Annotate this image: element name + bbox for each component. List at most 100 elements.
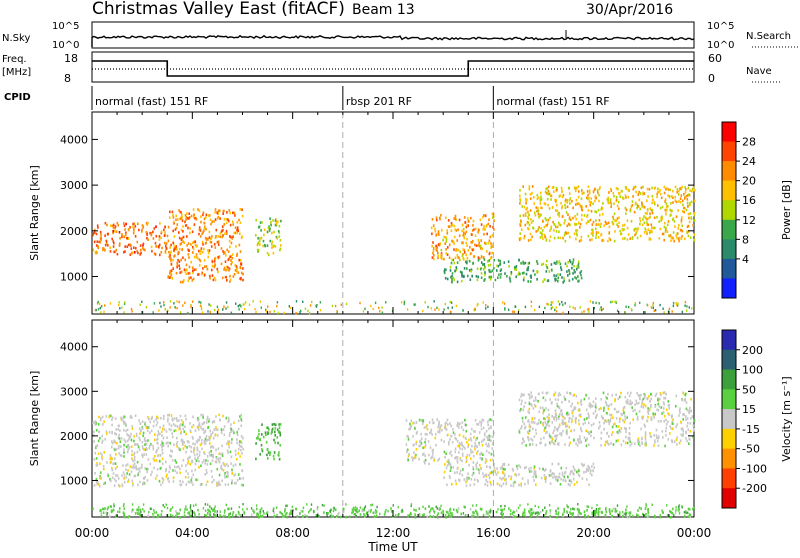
power-panel-echo-cell xyxy=(205,265,208,268)
velocity-panel-echo-cell xyxy=(136,450,139,454)
velocity-panel-echo-cell xyxy=(117,446,120,450)
velocity-panel-echo-cell xyxy=(169,509,172,512)
velocity-panel-echo-cell xyxy=(430,428,433,432)
power-panel-echo-cell xyxy=(190,243,192,246)
velocity-panel-echo-cell xyxy=(594,402,597,406)
velocity-panel-echo-cell xyxy=(153,433,156,436)
power-panel-echo-cell xyxy=(470,216,472,220)
velocity-panel-ground-cell xyxy=(323,504,325,507)
velocity-panel-echo-cell xyxy=(454,433,456,436)
velocity-panel-ground-cell xyxy=(353,507,355,510)
velocity-panel-echo-cell xyxy=(549,442,552,446)
power-panel-echo-cell xyxy=(239,250,242,253)
power-panel-echo-cell xyxy=(636,203,639,207)
power-panel-echo-cell xyxy=(471,229,474,232)
power-panel-echo-cell xyxy=(195,255,198,259)
power-panel-echo-cell xyxy=(565,231,567,234)
velocity-panel-echo-cell xyxy=(671,420,674,423)
power-panel-echo-cell xyxy=(228,269,230,272)
power-panel-echo-cell xyxy=(113,250,115,254)
power-panel-echo-cell xyxy=(432,249,435,253)
power-panel-ground-cell xyxy=(625,305,627,308)
velocity-panel-ground-cell xyxy=(379,512,381,516)
power-panel-echo-cell xyxy=(198,249,200,253)
power-panel-ground-cell xyxy=(121,306,123,309)
velocity-panel-echo-cell xyxy=(472,511,474,514)
power-panel-echo-cell xyxy=(224,260,227,263)
power-panel-ground-cell xyxy=(684,304,686,307)
velocity-panel-ground-cell xyxy=(357,510,359,513)
velocity-panel-echo-cell xyxy=(123,507,126,510)
power-panel-echo-cell xyxy=(506,274,508,278)
velocity-panel-echo-cell xyxy=(488,438,491,441)
power-panel-echo-cell xyxy=(112,231,114,235)
power-panel-echo-cell xyxy=(198,232,200,236)
velocity-panel-echo-cell xyxy=(489,458,492,462)
power-panel-echo-cell xyxy=(579,226,581,229)
velocity-panel-echo-cell xyxy=(223,425,226,428)
velocity-panel-echo-cell xyxy=(579,435,581,438)
power-panel-echo-cell xyxy=(519,199,522,202)
velocity-panel-echo-cell xyxy=(488,465,491,469)
power-panel-ground-cell xyxy=(444,302,446,306)
power-panel-echo-cell xyxy=(663,238,665,242)
velocity-panel-echo-cell xyxy=(458,442,461,445)
power-panel-echo-cell xyxy=(576,229,579,232)
power-panel-echo-cell xyxy=(112,226,115,229)
velocity-panel-echo-cell xyxy=(669,432,671,435)
power-panel-echo-cell xyxy=(468,259,471,263)
power-panel-echo-cell xyxy=(539,202,542,205)
velocity-panel-echo-cell xyxy=(583,397,586,401)
velocity-panel-echo-cell xyxy=(612,507,615,510)
velocity-panel-echo-cell xyxy=(482,475,485,478)
velocity-panel-echo-cell xyxy=(473,511,475,514)
power-panel-ground-cell xyxy=(307,309,309,312)
power-panel-echo-cell xyxy=(107,244,109,247)
velocity-panel-echo-cell xyxy=(456,421,459,425)
velocity-panel-ground-cell xyxy=(353,513,355,516)
velocity-panel-echo-cell xyxy=(577,473,580,476)
power-panel-echo-cell xyxy=(527,266,530,269)
power-panel-ground-cell xyxy=(124,301,126,304)
power-panel-echo-cell xyxy=(276,237,279,240)
power-panel-ground-cell xyxy=(530,305,533,308)
power-panel-echo-cell xyxy=(223,217,226,221)
power-panel-echo-cell xyxy=(580,238,583,242)
velocity-panel-echo-cell xyxy=(578,509,581,512)
power-panel-echo-cell xyxy=(563,233,566,237)
velocity-panel-echo-cell xyxy=(465,458,468,462)
velocity-panel-echo-cell xyxy=(625,427,627,431)
power-panel-echo-cell xyxy=(232,211,234,215)
power-panel-echo-cell xyxy=(477,238,480,242)
velocity-panel-echo-cell xyxy=(644,443,647,447)
power-panel-echo-cell xyxy=(262,244,264,248)
power-panel-ground-cell xyxy=(595,301,597,305)
velocity-panel-echo-cell xyxy=(690,417,692,420)
power-panel-echo-cell xyxy=(105,241,108,245)
velocity-panel-echo-cell xyxy=(191,435,194,439)
power-panel-echo-cell xyxy=(188,249,190,252)
velocity-panel-echo-cell xyxy=(220,431,223,435)
velocity-panel-echo-cell xyxy=(548,419,550,422)
velocity-panel-echo-cell xyxy=(202,422,205,425)
power-panel-echo-cell xyxy=(135,246,137,250)
power-panel-echo-cell xyxy=(169,210,171,214)
power-panel-echo-cell xyxy=(164,225,166,229)
power-panel-echo-cell xyxy=(179,217,181,221)
power-panel-ground-cell xyxy=(95,308,97,312)
power-panel-echo-cell xyxy=(574,270,576,274)
velocity-panel-echo-cell xyxy=(100,417,102,420)
velocity-panel-echo-cell xyxy=(441,428,443,432)
velocity-panel-echo-cell xyxy=(588,483,590,487)
velocity-panel-echo-cell xyxy=(530,403,532,406)
power-panel-echo-cell xyxy=(133,227,135,230)
power-panel-echo-cell xyxy=(532,226,534,229)
power-panel-echo-cell xyxy=(608,237,611,240)
velocity-panel-echo-cell xyxy=(159,460,161,463)
power-panel-ground-cell xyxy=(372,307,374,311)
velocity-panel-echo-cell xyxy=(500,484,503,488)
velocity-panel-echo-cell xyxy=(218,480,220,484)
velocity-panel-echo-cell xyxy=(588,397,590,400)
power-panel-echo-cell xyxy=(490,257,492,260)
power-panel-echo-cell xyxy=(646,199,648,202)
